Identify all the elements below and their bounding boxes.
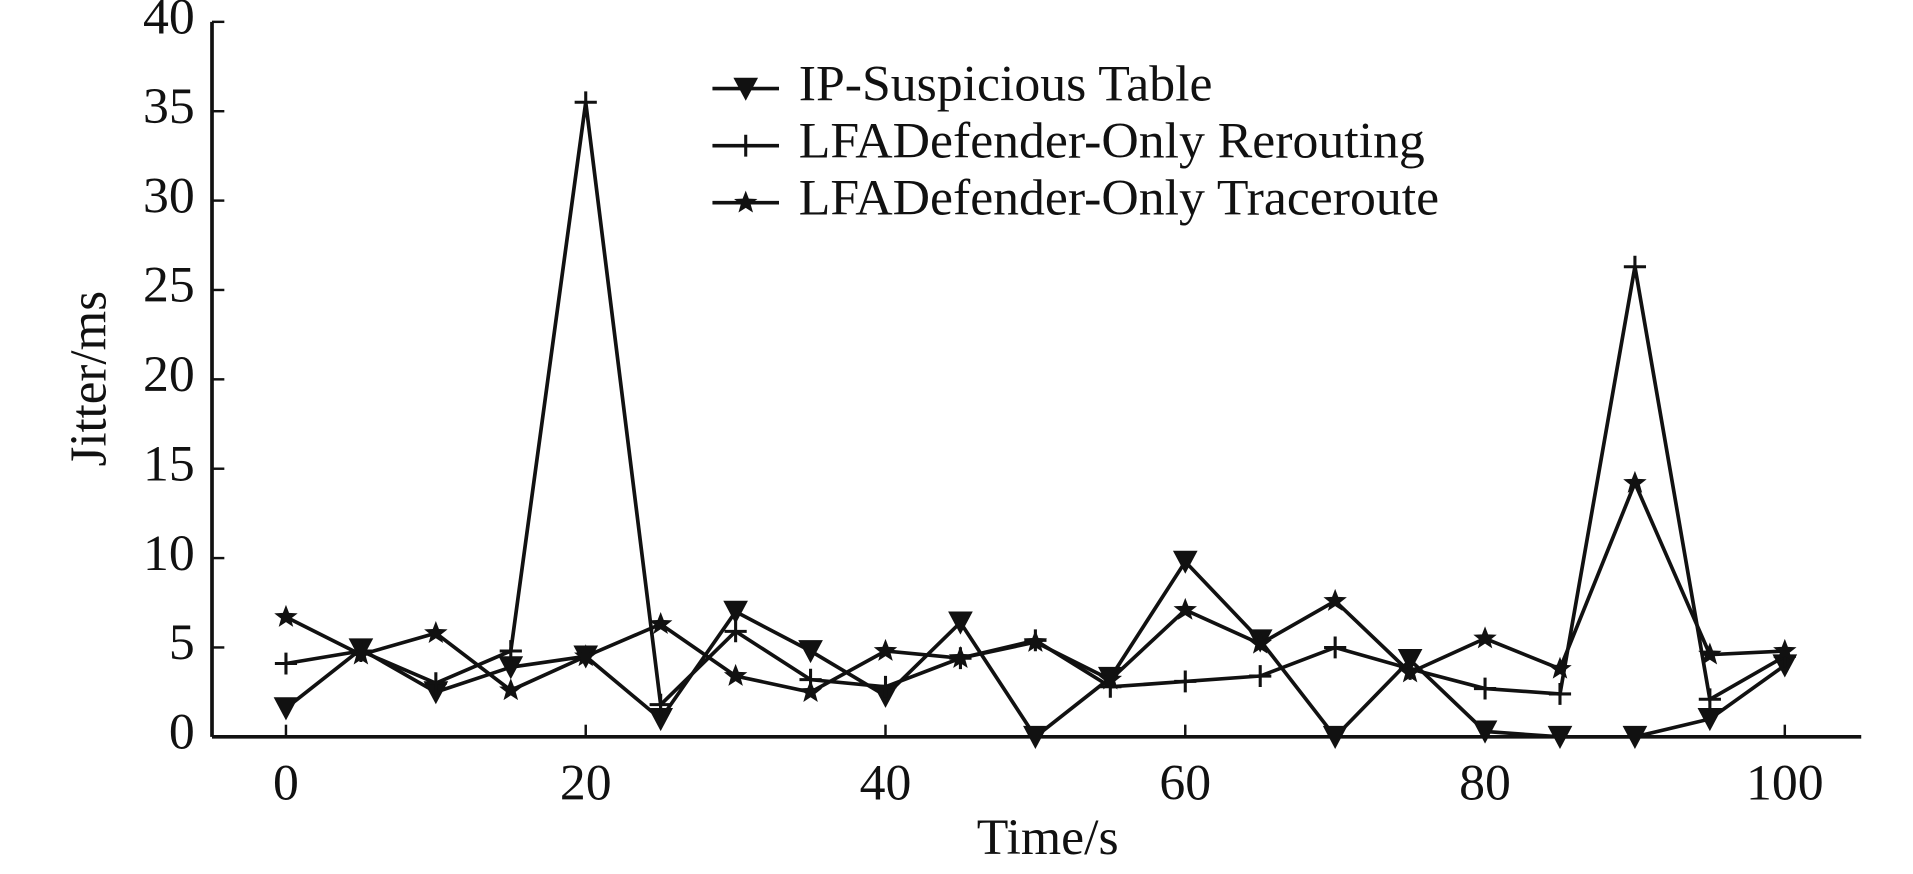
data-point bbox=[499, 678, 523, 701]
data-point bbox=[1473, 626, 1497, 649]
data-point bbox=[1249, 665, 1272, 687]
data-point bbox=[1698, 688, 1721, 711]
x-tick-label: 80 bbox=[1459, 755, 1511, 812]
data-point bbox=[1622, 725, 1648, 749]
data-point bbox=[1548, 656, 1572, 679]
data-point bbox=[1023, 725, 1048, 749]
data-point bbox=[874, 675, 897, 698]
data-point bbox=[1398, 660, 1422, 683]
data-point bbox=[1472, 720, 1498, 744]
x-axis-label: Time/s bbox=[977, 809, 1119, 866]
data-point bbox=[1324, 636, 1347, 659]
data-point bbox=[724, 620, 747, 643]
data-point bbox=[1173, 597, 1197, 620]
data-point bbox=[1697, 708, 1723, 732]
data-point bbox=[1172, 550, 1198, 574]
y-tick-label: 10 bbox=[143, 525, 195, 582]
data-point bbox=[873, 638, 898, 661]
y-tick-label: 40 bbox=[143, 0, 195, 45]
x-tick-label: 40 bbox=[860, 755, 912, 812]
data-point bbox=[1322, 725, 1348, 749]
data-point bbox=[349, 642, 373, 665]
x-tick-label: 20 bbox=[560, 755, 612, 812]
y-tick-label: 0 bbox=[169, 704, 195, 761]
x-tick-label: 100 bbox=[1746, 755, 1824, 812]
data-point bbox=[273, 697, 299, 721]
legend-marker bbox=[733, 77, 759, 101]
data-point bbox=[1623, 470, 1647, 493]
legend-label: IP-Suspicious Table bbox=[799, 56, 1213, 113]
data-point bbox=[1023, 630, 1048, 652]
y-tick-label: 25 bbox=[143, 257, 195, 314]
data-point bbox=[948, 611, 973, 635]
data-point bbox=[1098, 667, 1123, 690]
data-point bbox=[649, 693, 672, 716]
y-tick-label: 20 bbox=[143, 346, 195, 403]
y-tick-label: 15 bbox=[143, 436, 195, 493]
legend-label: LFADefender-Only Rerouting bbox=[799, 113, 1425, 170]
data-point bbox=[1773, 638, 1797, 661]
legend-marker bbox=[734, 134, 757, 157]
data-point bbox=[798, 680, 823, 702]
data-point bbox=[274, 604, 298, 627]
data-point bbox=[1547, 725, 1573, 749]
data-point bbox=[1473, 677, 1497, 700]
data-point bbox=[648, 612, 673, 635]
data-point bbox=[798, 640, 823, 664]
data-point bbox=[1174, 670, 1197, 693]
data-point bbox=[1248, 631, 1272, 654]
x-tick-label: 60 bbox=[1159, 755, 1211, 812]
y-axis-label: Jitter/ms bbox=[60, 291, 117, 467]
data-point bbox=[948, 646, 973, 669]
data-point bbox=[648, 708, 674, 732]
legend-label: LFADefender-Only Traceroute bbox=[799, 170, 1439, 227]
y-tick-label: 30 bbox=[143, 168, 195, 225]
data-point bbox=[723, 663, 748, 686]
y-tick-label: 35 bbox=[143, 78, 195, 135]
data-point bbox=[574, 91, 597, 114]
y-tick-label: 5 bbox=[169, 614, 195, 671]
data-point bbox=[424, 621, 448, 643]
data-point bbox=[1623, 255, 1647, 278]
x-tick-label: 0 bbox=[273, 755, 299, 812]
data-point bbox=[1698, 642, 1722, 665]
data-point bbox=[498, 656, 524, 680]
data-point bbox=[1323, 588, 1347, 611]
data-point bbox=[1548, 683, 1572, 705]
data-point bbox=[574, 644, 598, 667]
data-point bbox=[424, 672, 447, 695]
legend-marker bbox=[734, 190, 758, 213]
data-point bbox=[499, 640, 522, 662]
data-point bbox=[274, 652, 298, 675]
data-point bbox=[723, 600, 748, 624]
